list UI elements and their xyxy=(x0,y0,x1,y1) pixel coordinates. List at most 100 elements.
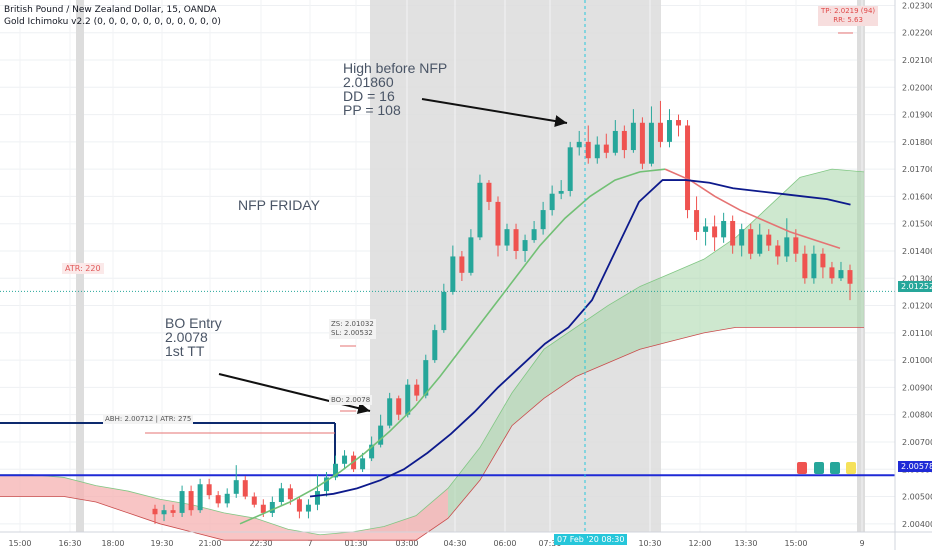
candle-body xyxy=(432,330,438,361)
candle-body xyxy=(459,256,465,273)
x-tick-label: 15:00 xyxy=(8,539,31,548)
candle-body xyxy=(829,267,835,279)
y-tick-label: 2.02000 xyxy=(902,83,932,92)
candle-body xyxy=(323,477,329,492)
atr-label: ATR: 220 xyxy=(62,263,104,274)
y-tick-label: 2.01300 xyxy=(902,274,932,283)
candle-body xyxy=(657,122,663,142)
candle-body xyxy=(793,237,799,254)
x-tick-label: 06:00 xyxy=(493,539,516,548)
legend: British Pound / New Zealand Dollar, 15, … xyxy=(4,4,221,28)
candle-body xyxy=(576,141,582,148)
y-tick-label: 2.01500 xyxy=(902,220,932,229)
candle-body xyxy=(522,240,528,251)
x-tick-label: 03:00 xyxy=(395,539,418,548)
nfp-friday-note: NFP FRIDAY xyxy=(238,197,320,213)
candle-body xyxy=(847,270,853,284)
candle-body xyxy=(838,270,844,279)
candle-body xyxy=(305,504,311,512)
candle-body xyxy=(540,210,546,230)
cloud-bearish xyxy=(0,474,448,541)
candle-body xyxy=(342,455,348,464)
bo-label: BO: 2.0078 xyxy=(329,395,373,405)
x-tick-label: 16:30 xyxy=(58,539,81,548)
candle-body xyxy=(233,480,239,494)
candle-body xyxy=(161,510,167,515)
y-tick-label: 2.01200 xyxy=(902,302,932,311)
y-tick-label: 2.00700 xyxy=(902,438,932,447)
event-flag xyxy=(797,462,807,474)
candle-body xyxy=(296,499,302,512)
abh-label: ABH: 2.00712 | ATR: 275 xyxy=(103,414,194,424)
tenkan-line-bearish xyxy=(664,168,841,250)
candle-body xyxy=(333,463,339,478)
x-tick-label: 18:00 xyxy=(101,539,124,548)
x-tick-label: 22:30 xyxy=(249,539,272,548)
candle-body xyxy=(603,144,609,153)
x-tick-label: 07:30 xyxy=(538,539,561,548)
x-tick-label: 19:30 xyxy=(150,539,173,548)
candle-body xyxy=(820,253,826,268)
candle-body xyxy=(676,120,682,126)
candle-body xyxy=(251,496,257,505)
candle-body xyxy=(666,120,672,142)
candle-body xyxy=(197,484,203,511)
time-cursor-tag: 07 Feb '20 08:30 xyxy=(554,534,628,545)
y-tick-label: 2.01800 xyxy=(902,138,932,147)
candle-body xyxy=(179,491,185,513)
candle-body xyxy=(269,501,275,513)
candle-body xyxy=(396,398,402,415)
candle-body xyxy=(585,141,591,159)
candle-body xyxy=(549,193,555,211)
y-tick-label: 2.00900 xyxy=(902,383,932,392)
candle-body xyxy=(703,226,709,232)
x-tick-label: 7 xyxy=(307,539,312,548)
y-tick-label: 2.01700 xyxy=(902,165,932,174)
candle-body xyxy=(152,508,158,515)
x-tick-label: 9 xyxy=(859,539,864,548)
candle-body xyxy=(531,229,537,241)
symbol-title: British Pound / New Zealand Dollar, 15, … xyxy=(4,5,217,15)
candle-body xyxy=(486,182,492,202)
candle-body xyxy=(441,291,447,331)
candle-body xyxy=(721,220,727,238)
candle-body xyxy=(215,495,221,504)
bo-entry-note: BO Entry 2.0078 1st TT xyxy=(165,315,222,359)
candle-body xyxy=(685,125,691,211)
event-flag xyxy=(814,462,824,474)
kijun-line xyxy=(309,179,851,498)
candle-body xyxy=(730,220,736,246)
y-tick-label: 2.00400 xyxy=(902,520,932,529)
candle-body xyxy=(811,253,817,279)
candle-body xyxy=(757,234,763,254)
last-price-tag: 2.01252 xyxy=(898,281,932,292)
candle-body xyxy=(314,491,320,505)
candle-body xyxy=(621,130,627,151)
candle-body xyxy=(802,253,808,279)
x-tick-label: 21:00 xyxy=(198,539,221,548)
candle-body xyxy=(694,210,700,232)
y-tick-label: 2.01600 xyxy=(902,192,932,201)
candle-body xyxy=(567,147,573,191)
y-tick-label: 2.01400 xyxy=(902,247,932,256)
x-tick-label: 13:30 xyxy=(734,539,757,548)
x-tick-label: 04:30 xyxy=(443,539,466,548)
candle-body xyxy=(414,384,420,396)
candle-body xyxy=(378,425,384,445)
event-flag xyxy=(830,462,840,474)
candle-body xyxy=(468,237,474,273)
candle-body xyxy=(513,229,519,251)
candle-body xyxy=(504,229,510,246)
y-tick-label: 2.02300 xyxy=(902,1,932,10)
candle-body xyxy=(766,234,772,246)
arrow-to-breakout xyxy=(218,373,371,414)
y-tick-label: 2.01900 xyxy=(902,111,932,120)
candle-body xyxy=(739,229,745,246)
x-tick-label: 12:00 xyxy=(688,539,711,548)
candle-body xyxy=(224,493,230,504)
candle-body xyxy=(188,491,194,511)
candle-body xyxy=(612,130,618,153)
candle-body xyxy=(558,190,564,194)
